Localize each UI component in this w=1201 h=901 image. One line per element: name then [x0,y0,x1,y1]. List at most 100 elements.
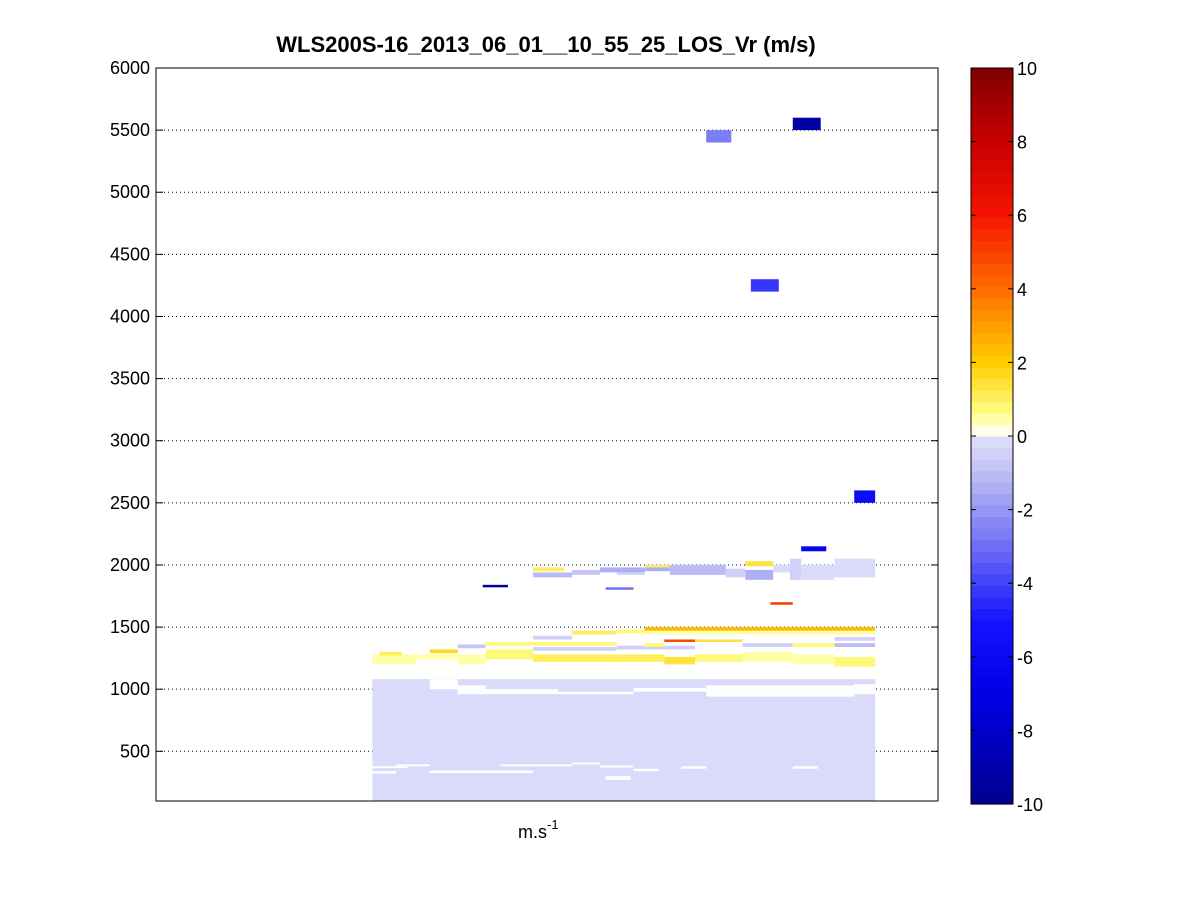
colorbar-tick-label-0: -10 [1017,795,1043,815]
colorbar-band-7 [971,712,1013,725]
heatmap-cell-43 [773,564,790,573]
heatmap-cell-48 [801,546,827,552]
heatmap-cell-22 [834,643,876,647]
heatmap-gap-7 [600,765,634,768]
heatmap-gap-17 [706,685,855,697]
colorbar-band-35 [971,390,1013,403]
heatmap-gap-5 [499,764,573,767]
y-axis: 500 1000 1500 2000 2500 3000 3500 4000 4500 5000 5… [110,58,938,761]
colorbar-band-39 [971,344,1013,357]
heatmap-gap-15 [558,691,634,695]
heatmap-gap-8 [605,776,631,780]
heatmap-cell-1 [372,654,416,665]
colorbar-band-21 [971,551,1013,564]
y-tick-label-3: 2000 [110,555,150,575]
heatmap-cell-52 [792,117,821,131]
heatmap-cell-4 [485,649,534,660]
heatmap-cell-19 [695,639,743,642]
colorbar-band-26 [971,493,1013,506]
colorbar-band-42 [971,309,1013,322]
heatmap-cell-28 [644,630,876,635]
x-axis-label-base: m.s [518,822,547,842]
colorbar-band-43 [971,298,1013,311]
colorbar-band-14 [971,631,1013,644]
colorbar-axis: -10 -8 -6 -4 -2 0 2 4 6 8 10 [971,59,1043,815]
heatmap-cell-44 [789,558,802,580]
heatmap-gap-6 [572,762,601,765]
y-tick-label-4: 2500 [110,493,150,513]
heatmap-cell-17 [644,643,665,647]
heatmap-cell-24 [533,635,573,640]
colorbar-band-9 [971,689,1013,702]
y-tick-label-5: 3000 [110,431,150,451]
heatmap-cells [372,117,876,801]
heatmap-cell-12 [429,649,458,654]
colorbar-band-37 [971,367,1013,380]
heatmap-cell-27 [644,627,876,631]
colorbar-tick-label-6: 2 [1017,353,1027,373]
colorbar-band-19 [971,574,1013,587]
colorbar [971,68,1013,805]
y-tick-label-11: 6000 [110,58,150,78]
colorbar-band-32 [971,424,1013,437]
y-tick-label-1: 1000 [110,679,150,699]
colorbar-band-29 [971,459,1013,472]
heatmap-cell-32 [533,567,564,572]
y-tick-label-7: 4000 [110,306,150,326]
colorbar-band-13 [971,643,1013,656]
colorbar-band-22 [971,539,1013,552]
heatmap-gap-19 [485,664,508,667]
heatmap-cell-46 [834,558,876,578]
colorbar-tick-label-9: 8 [1017,133,1027,153]
colorbar-band-52 [971,194,1013,207]
colorbar-band-56 [971,148,1013,161]
heatmap-cell-45 [801,564,835,580]
heatmap-cell-7 [664,656,696,665]
heatmap-cell-9 [742,651,793,662]
y-tick-label-10: 5500 [110,120,150,140]
heatmap-cell-38 [644,564,670,568]
colorbar-band-50 [971,217,1013,230]
colorbar-band-61 [971,91,1013,104]
y-tick-label-6: 3500 [110,369,150,389]
y-tick-label-9: 5000 [110,182,150,202]
colorbar-tick-label-3: -4 [1017,574,1033,594]
colorbar-band-25 [971,505,1013,518]
colorbar-band-30 [971,447,1013,460]
colorbar-band-3 [971,758,1013,771]
heatmap-cell-26 [616,629,645,634]
heatmap-cell-33 [533,572,573,578]
heatmap-cell-20 [742,643,793,647]
chart-title: WLS200S-16_2013_06_01__10_55_25_LOS_Vr (… [276,32,815,57]
heatmap-cell-40 [725,568,746,578]
heatmap-cell-37 [644,564,670,572]
colorbar-band-44 [971,286,1013,299]
heatmap-cell-11 [834,656,876,667]
colorbar-band-48 [971,240,1013,253]
colorbar-band-0 [971,792,1013,805]
colorbar-tick-label-7: 4 [1017,280,1027,300]
colorbar-band-62 [971,79,1013,92]
heatmap-cell-15 [533,646,617,651]
heatmap-cell-2 [415,654,458,660]
colorbar-band-16 [971,608,1013,621]
heatmap-cell-5 [533,654,617,662]
colorbar-tick-label-5: 0 [1017,427,1027,447]
heatmap-gap-12 [429,679,458,690]
colorbar-band-11 [971,666,1013,679]
heatmap-gap-14 [485,689,559,695]
heatmap-gap-10 [681,766,707,769]
colorbar-band-47 [971,252,1013,265]
x-axis-label-superscript: -1 [547,817,559,832]
colorbar-band-23 [971,528,1013,541]
colorbar-band-40 [971,332,1013,345]
heatmap-cell-49 [854,490,876,503]
heatmap-cell-39 [669,564,726,575]
x-axis-label: m.s-1 [518,817,559,842]
y-tick-label-0: 500 [120,741,150,761]
heatmap-gap-18 [854,684,876,695]
heatmap-cell-31 [482,584,508,588]
y-tick-label-2: 1500 [110,617,150,637]
colorbar-band-57 [971,137,1013,150]
colorbar-band-4 [971,746,1013,759]
